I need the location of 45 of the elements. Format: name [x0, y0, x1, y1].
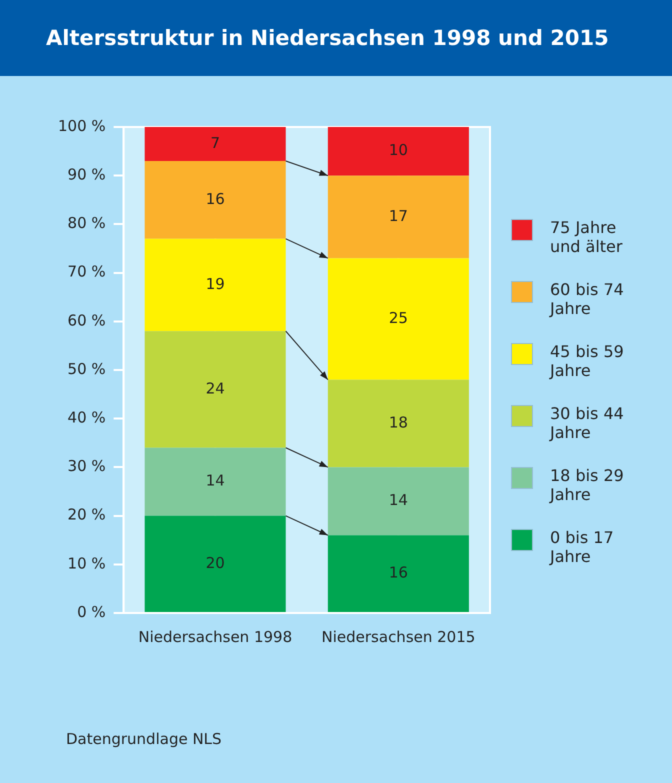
chart-title: Altersstruktur in Niedersachsen 1998 und 2015 [0, 0, 672, 76]
bar [328, 176, 469, 258]
data-label: 24 [206, 379, 225, 398]
bar [328, 535, 469, 612]
y-tick-label: 70 % [68, 262, 106, 281]
data-label: 14 [206, 472, 225, 490]
bar [144, 448, 286, 516]
data-label: 14 [388, 491, 408, 510]
data-label: 16 [206, 190, 225, 208]
bar [144, 516, 286, 612]
bar [328, 380, 469, 468]
legend-label: 60 bis 74 Jahre [550, 280, 625, 318]
legend-label: 75 Jahre und älter [550, 218, 624, 256]
bar [328, 467, 469, 536]
bar [144, 238, 286, 332]
data-label: 19 [206, 274, 225, 293]
legend-label: 45 bis 59 Jahre [550, 342, 625, 380]
y-tick-label: 40 % [68, 408, 106, 426]
text: Datengrundlage NLS [66, 730, 222, 748]
data-label: 18 [388, 413, 408, 432]
y-tick-label: 90 % [68, 165, 106, 184]
y-tick-label: 60 % [68, 311, 106, 330]
data-label: 25 [388, 308, 408, 327]
y-tick-label: 0 % [77, 602, 106, 621]
legend-label: 18 bis 29 Jahre [550, 466, 625, 504]
x-tick-label: Niedersachsen 1998 [138, 628, 292, 646]
bar [144, 331, 286, 448]
data-label: 17 [388, 206, 408, 225]
legend-label: 0 bis 17 Jahre [550, 528, 615, 566]
y-tick-label: 50 % [68, 360, 106, 378]
bar [144, 127, 286, 162]
data-label: 7 [210, 134, 220, 152]
y-tick-label: 100 % [58, 116, 106, 135]
legend-label: 30 bis 44 Jahre [550, 404, 625, 442]
data-label: 20 [206, 554, 225, 572]
x-tick-label: Niedersachsen 2015 [322, 628, 476, 646]
y-tick-label: 20 % [68, 506, 106, 524]
y-tick-label: 10 % [68, 554, 106, 572]
data-label: 16 [388, 564, 408, 582]
y-tick-label: 30 % [68, 457, 106, 476]
data-label: 10 [388, 141, 408, 160]
y-tick-label: 80 % [68, 214, 106, 232]
bar [144, 161, 286, 239]
bar [328, 127, 469, 176]
bar [328, 258, 469, 380]
